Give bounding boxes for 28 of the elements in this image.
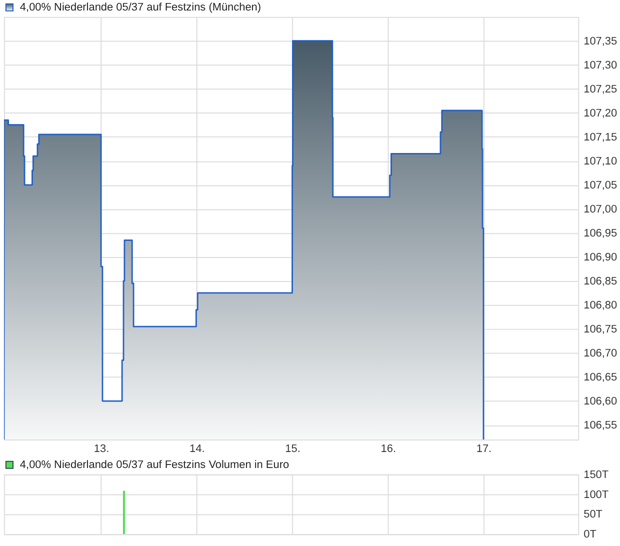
y-tick-label: 107,25	[584, 83, 618, 96]
y-tick-label: 50T	[584, 508, 603, 521]
x-tick-label: 17.	[476, 442, 492, 455]
y-tick-label: 106,85	[584, 275, 618, 288]
x-tick-label: 13.	[94, 442, 110, 455]
y-tick-label: 107,35	[584, 35, 618, 48]
y-tick-label: 106,75	[584, 323, 618, 336]
x-tick-label: 15.	[285, 442, 300, 455]
y-tick-label: 106,65	[584, 372, 618, 384]
y-tick-label: 106,55	[584, 420, 618, 432]
y-tick-label: 106,70	[584, 348, 618, 360]
y-tick-label: 106,95	[584, 227, 618, 240]
x-tick-label: 14.	[190, 442, 205, 455]
y-tick-label: 107,30	[584, 59, 618, 72]
y-tick-label: 0T	[584, 528, 597, 541]
y-tick-label: 107,15	[584, 131, 618, 144]
y-tick-label: 107,05	[584, 179, 618, 192]
y-tick-label: 100T	[584, 488, 609, 501]
y-tick-label: 107,00	[584, 203, 618, 216]
y-tick-label: 106,80	[584, 299, 618, 312]
legend-label: 4,00% Niederlande 05/37 auf Festzins Volumen in Euro	[20, 458, 290, 471]
y-tick-label: 150T	[584, 468, 609, 481]
y-tick-label: 107,20	[584, 107, 618, 120]
y-tick-label: 106,90	[584, 251, 618, 264]
x-tick-label: 16.	[380, 442, 396, 455]
y-tick-label: 107,10	[584, 155, 618, 168]
legend-label: 4,00% Niederlande 05/37 auf Festzins (München)	[20, 1, 262, 14]
y-tick-label: 106,60	[584, 396, 618, 408]
